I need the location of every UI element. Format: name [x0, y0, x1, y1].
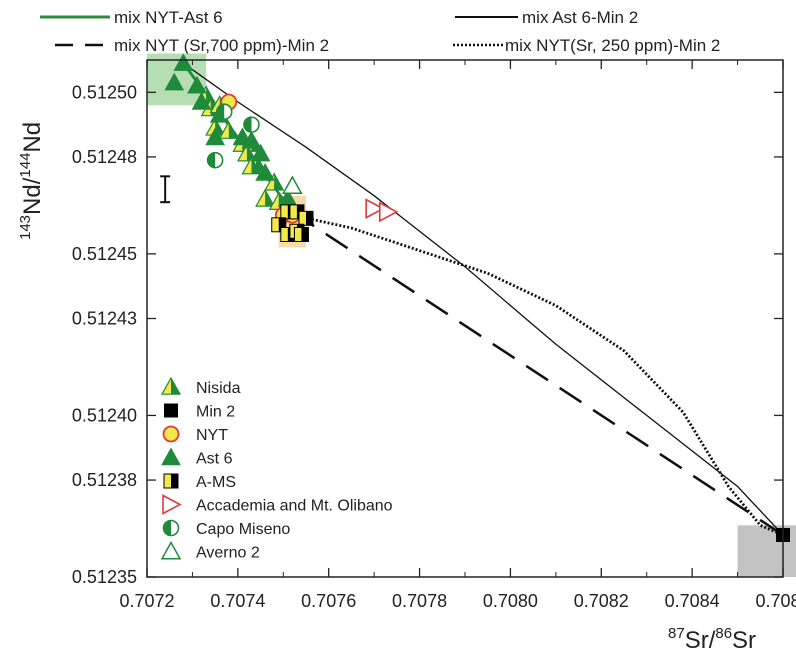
- legend-marker-nyt: [162, 425, 180, 443]
- point-ams-3: [298, 210, 314, 226]
- legend-label-nisida: Nisida: [196, 380, 241, 397]
- y-tick-label-3: 0.51243: [72, 309, 137, 329]
- legend-label-nyt-ast6: mix NYT-Ast 6: [114, 8, 223, 27]
- legend-marker-capo: [162, 519, 180, 537]
- y-tick-label-1: 0.51238: [72, 470, 137, 490]
- x-axis-title: 87Sr/86Sr: [668, 625, 756, 654]
- point-ast6-3: [191, 91, 212, 110]
- point-capo-1: [243, 116, 260, 133]
- y-tick-label-0: 0.51235: [72, 567, 137, 587]
- data-points: [164, 53, 790, 542]
- x-tick-label-4: 0.7080: [483, 591, 538, 611]
- x-tick-label-1: 0.7074: [210, 591, 265, 611]
- x-tick-label-2: 0.7076: [301, 591, 356, 611]
- legend-marker-ams: [163, 473, 179, 489]
- point-ast6-7: [241, 130, 262, 149]
- point-ast6-9: [255, 163, 275, 181]
- y-axis: 0.51235 0.51238 0.51240 0.51243 0.51245 0.512…: [72, 82, 783, 587]
- point-capo-0: [215, 103, 233, 120]
- point-ast6-5: [205, 127, 225, 146]
- legend-label-averno: Averno 2: [196, 545, 260, 562]
- point-ams-6: [293, 226, 309, 242]
- line-legend: mix NYT-Ast 6 mix Ast 6-Min 2 mix NYT (S…: [40, 8, 720, 55]
- point-capo-2: [206, 151, 224, 169]
- mixing-line-2: [291, 210, 784, 537]
- x-tick-label-5: 0.7082: [574, 591, 629, 611]
- legend-marker-accademia: [162, 494, 182, 515]
- y-tick-label-4: 0.51245: [72, 244, 137, 264]
- x-tick-label-3: 0.7078: [392, 591, 447, 611]
- legend-label-nyt700-min2: mix NYT (Sr,700 ppm)-Min 2: [114, 36, 329, 55]
- point-accademia-0: [365, 198, 385, 219]
- point-nisida-9: [241, 156, 262, 175]
- legend-marker-min2: [164, 403, 178, 418]
- point-ast6-8: [250, 143, 271, 162]
- y-axis-title: 143Nd/144Nd: [17, 122, 46, 240]
- x-tick-label-6: 0.7084: [665, 591, 720, 611]
- legend-label-min2: Min 2: [196, 404, 235, 421]
- x-tick-label-7: 0.7086: [755, 591, 796, 611]
- point-ast6-2: [187, 75, 207, 94]
- y-tick-label-5: 0.51248: [72, 147, 137, 167]
- point-accademia-1: [378, 201, 399, 223]
- legend-label-nyt250-min2: mix NYT(Sr, 250 ppm)-Min 2: [505, 36, 720, 55]
- legend-label-ast6: Ast 6: [196, 451, 233, 468]
- mixing-line-1: [182, 62, 784, 536]
- legend-label-ast6-min2: mix Ast 6-Min 2: [522, 8, 638, 27]
- legend-marker-averno: [160, 540, 182, 560]
- legend-label-capo: Capo Miseno: [196, 521, 290, 538]
- point-ast6-1: [164, 72, 185, 91]
- point-averno-0: [282, 175, 303, 194]
- point-ams-2: [271, 217, 287, 233]
- y-tick-label-6: 0.51250: [72, 82, 137, 102]
- point-nisida-4: [218, 120, 239, 139]
- y-tick-label-2: 0.51240: [72, 405, 137, 425]
- error-bar: [160, 175, 171, 204]
- mixing-lines: [182, 62, 784, 537]
- point-nisida-11: [255, 188, 276, 207]
- legend-marker-ast6: [161, 447, 181, 466]
- point-nisida-7: [236, 143, 257, 162]
- legend-label-ams: A-MS: [196, 474, 236, 491]
- marker-legend: Nisida Min 2 NYT Ast 6 A-MS Accademia and Mt.…: [160, 376, 393, 562]
- point-ast6-0: [173, 53, 194, 71]
- x-tick-label-0: 0.7072: [119, 591, 174, 611]
- legend-marker-nisida: [160, 376, 182, 395]
- mixing-line-3: [292, 213, 784, 537]
- x-axis: 0.7072 0.7074 0.7076 0.7078 0.7080 0.7082 0.70…: [119, 60, 796, 611]
- legend-label-accademia: Accademia and Mt. Olibano: [196, 498, 393, 515]
- legend-label-nyt: NYT: [196, 427, 228, 444]
